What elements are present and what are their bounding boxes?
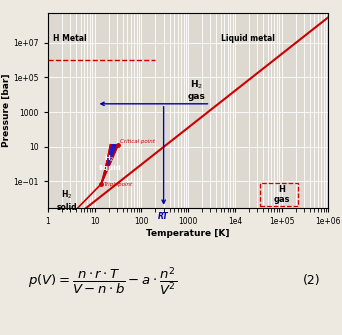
Text: H$_2$
solid: H$_2$ solid (56, 189, 77, 212)
Text: H$_2$
liquid: H$_2$ liquid (98, 154, 121, 171)
Text: $p(V) = \dfrac{n \cdot r \cdot T}{V - n \cdot b} - a \cdot \dfrac{n^2}{V^2}$: $p(V) = \dfrac{n \cdot r \cdot T}{V - n … (28, 265, 177, 297)
Y-axis label: Pressure [bar]: Pressure [bar] (2, 74, 11, 147)
Text: H
gas: H gas (273, 185, 290, 204)
Text: Liquid metal: Liquid metal (221, 35, 275, 44)
Text: Critical point: Critical point (120, 139, 155, 144)
Text: H Metal: H Metal (53, 35, 87, 44)
Text: RT: RT (158, 211, 169, 220)
Polygon shape (101, 145, 118, 184)
Text: H$_2$
gas: H$_2$ gas (187, 78, 205, 101)
Text: Triplepoint: Triplepoint (104, 182, 133, 187)
Bar (260, 183, 298, 206)
Text: (2): (2) (302, 274, 320, 287)
X-axis label: Temperature [K]: Temperature [K] (146, 228, 230, 238)
